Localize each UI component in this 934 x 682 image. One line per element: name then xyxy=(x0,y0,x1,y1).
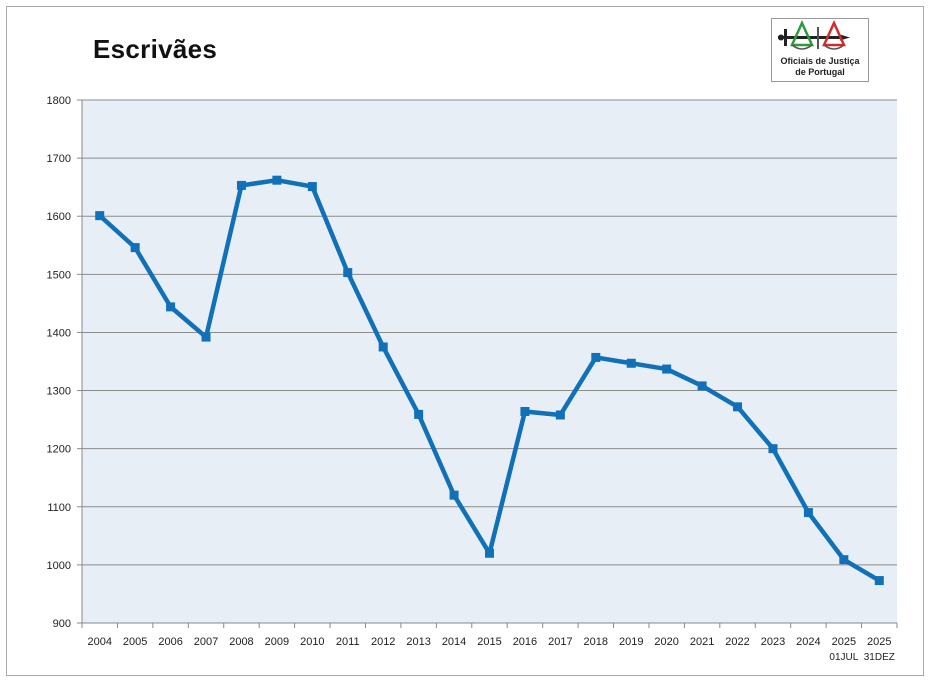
data-point xyxy=(130,243,140,253)
y-tick-label: 1700 xyxy=(47,153,71,165)
data-point xyxy=(874,576,884,586)
data-point xyxy=(343,268,353,278)
y-tick-label: 1600 xyxy=(47,211,71,223)
x-tick-sublabel: 01JUL xyxy=(829,652,858,663)
logo-text-line1: Oficiais de Justiça xyxy=(780,56,860,66)
logo: Oficiais de Justiça de Portugal xyxy=(771,18,869,82)
data-point xyxy=(236,180,246,190)
scales-and-sword-logo-icon xyxy=(778,19,850,50)
x-tick-label: 2023 xyxy=(761,636,785,648)
x-tick-label: 2017 xyxy=(548,636,572,648)
data-point xyxy=(449,490,459,500)
data-point xyxy=(662,364,672,374)
x-tick-label: 2011 xyxy=(336,636,360,648)
x-tick-label: 2024 xyxy=(796,636,820,648)
x-tick-label: 2007 xyxy=(194,636,218,648)
y-axis-ticks: 900 1000 1100 1200 1300 1400 1500 1600 1700 1800 xyxy=(47,95,82,630)
x-axis-ticks: 2004 2005 2006 2007 2008 2009 2010 2011 2012 2013… xyxy=(81,623,898,663)
x-tick-label: 2015 xyxy=(477,636,501,648)
series xyxy=(95,175,884,586)
x-tick-label: 2018 xyxy=(584,636,608,648)
y-tick-label: 1100 xyxy=(47,502,71,514)
y-tick-label: 1200 xyxy=(47,444,71,456)
x-tick-label: 2020 xyxy=(654,636,678,648)
data-point xyxy=(378,342,388,352)
x-tick-label: 2019 xyxy=(619,636,643,648)
data-point xyxy=(626,358,636,368)
y-tick-label: 1300 xyxy=(47,386,71,398)
x-tick-label: 2025 xyxy=(832,636,856,648)
y-tick-label: 1800 xyxy=(47,95,71,107)
data-point xyxy=(697,381,707,391)
data-point xyxy=(272,175,282,185)
y-tick-label: 1500 xyxy=(47,269,71,281)
axes xyxy=(81,100,897,624)
y-tick-label: 1000 xyxy=(47,560,71,572)
x-tick-label: 2008 xyxy=(229,636,253,648)
x-tick-label: 2016 xyxy=(513,636,537,648)
x-tick-label: 2012 xyxy=(371,636,395,648)
data-point xyxy=(803,508,813,518)
x-tick-sublabel: 31DEZ xyxy=(864,652,895,663)
x-tick-label: 2004 xyxy=(87,636,111,648)
data-point xyxy=(733,402,743,412)
data-point xyxy=(768,444,778,454)
y-tick-label: 900 xyxy=(53,618,71,630)
y-tick-label: 1400 xyxy=(47,327,71,339)
data-point xyxy=(95,211,105,221)
data-point xyxy=(166,302,176,312)
chart-title: Escrivães xyxy=(93,34,218,64)
data-point xyxy=(307,182,317,192)
data-point xyxy=(414,409,424,419)
x-tick-label: 2013 xyxy=(406,636,430,648)
x-tick-label: 2006 xyxy=(158,636,182,648)
plot-area xyxy=(82,100,897,623)
data-point xyxy=(520,406,530,416)
data-point xyxy=(555,410,565,420)
x-tick-label: 2021 xyxy=(690,636,714,648)
x-tick-label: 2022 xyxy=(725,636,749,648)
x-tick-label: 2025 xyxy=(867,636,891,648)
data-point xyxy=(201,332,211,342)
data-point xyxy=(591,352,601,362)
x-tick-label: 2010 xyxy=(300,636,324,648)
x-tick-label: 2014 xyxy=(442,636,466,648)
data-point xyxy=(839,555,849,565)
logo-text-line2: de Portugal xyxy=(795,67,845,77)
data-point xyxy=(485,548,494,558)
x-tick-label: 2005 xyxy=(123,636,147,648)
x-tick-label: 2009 xyxy=(265,636,289,648)
